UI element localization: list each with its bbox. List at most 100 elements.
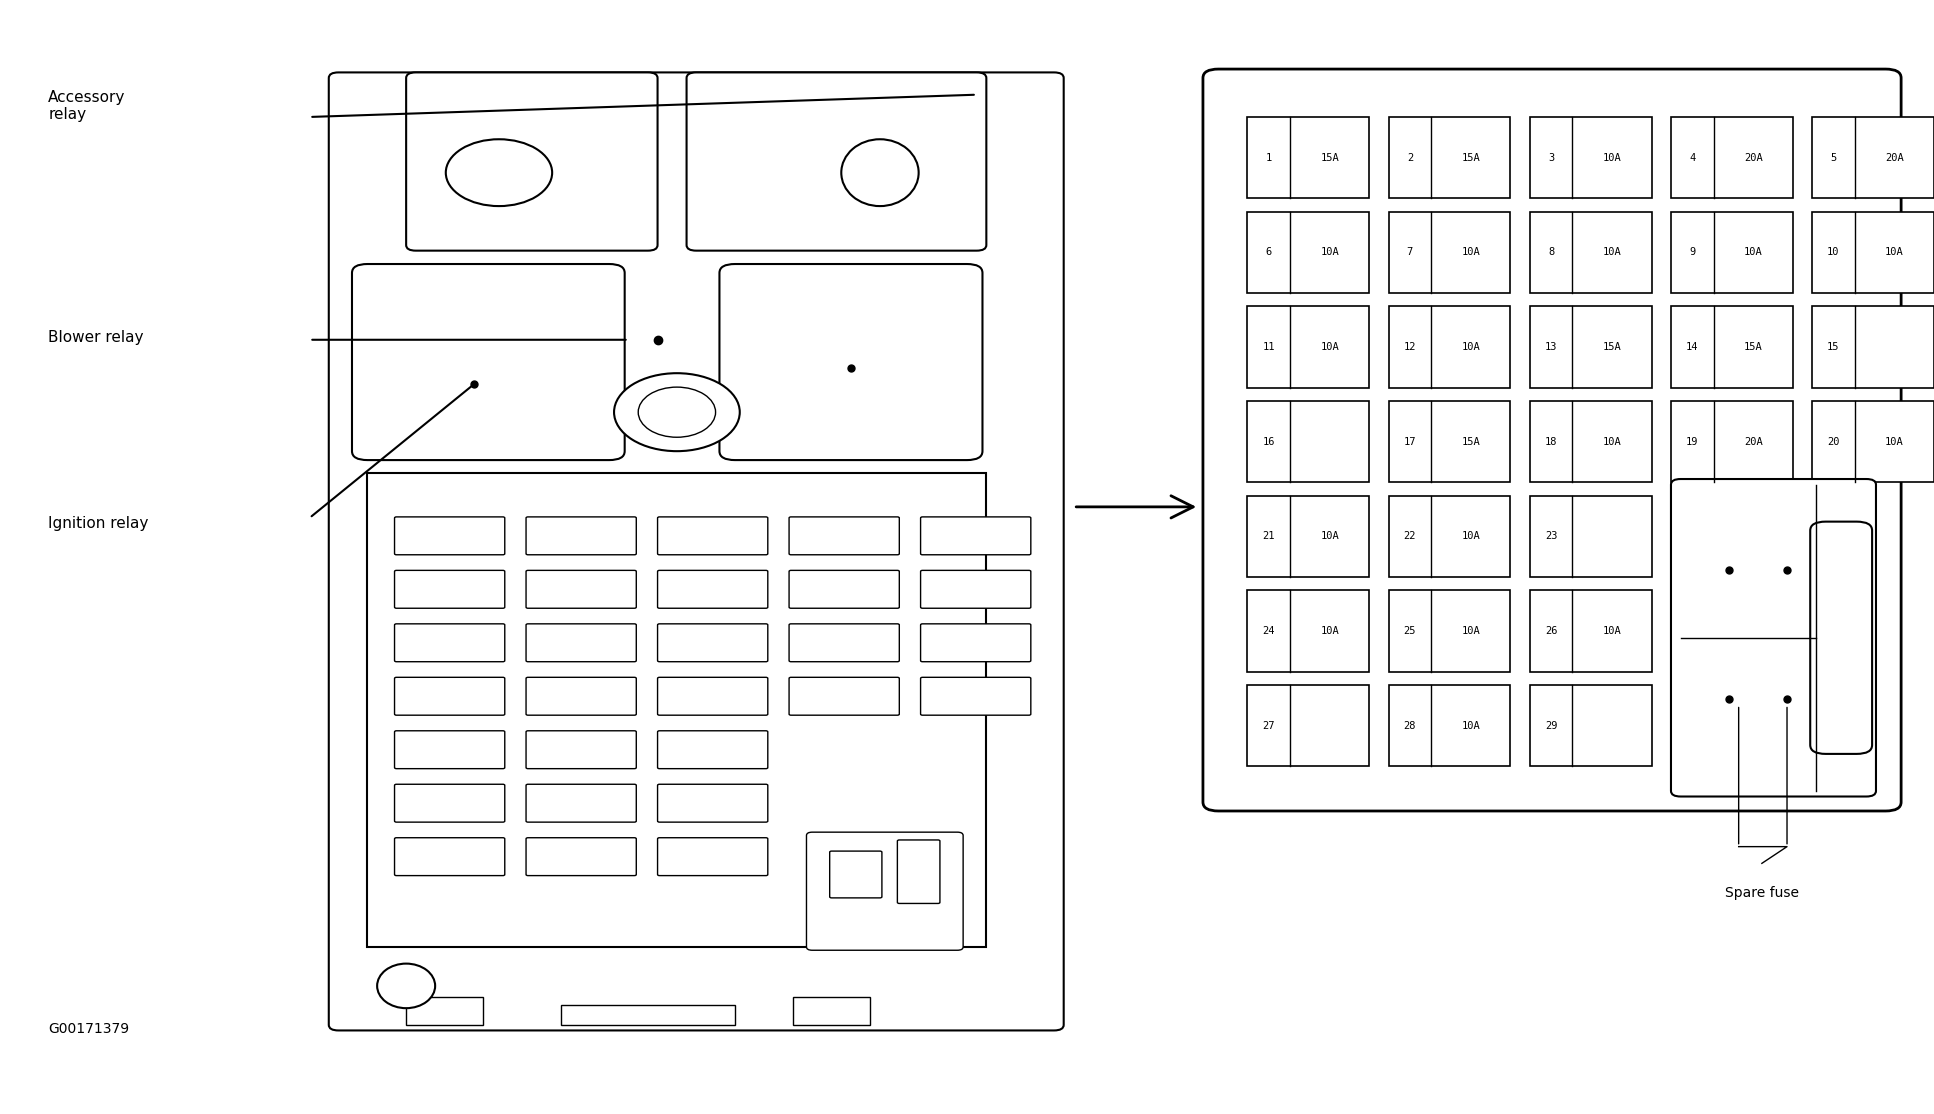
- FancyBboxPatch shape: [1671, 479, 1876, 797]
- Text: 10A: 10A: [1462, 721, 1480, 731]
- Text: 14: 14: [1686, 342, 1698, 352]
- Text: 10A: 10A: [1321, 247, 1338, 257]
- FancyBboxPatch shape: [526, 677, 636, 715]
- FancyBboxPatch shape: [1247, 496, 1369, 577]
- FancyBboxPatch shape: [1389, 306, 1510, 388]
- FancyBboxPatch shape: [1530, 496, 1652, 577]
- FancyBboxPatch shape: [526, 570, 636, 608]
- FancyBboxPatch shape: [658, 624, 768, 662]
- FancyBboxPatch shape: [1389, 401, 1510, 482]
- Text: 10A: 10A: [1886, 247, 1903, 257]
- Text: 10A: 10A: [1603, 437, 1621, 447]
- FancyBboxPatch shape: [1247, 685, 1369, 766]
- Bar: [793, 997, 870, 1025]
- Text: 16: 16: [1263, 437, 1275, 447]
- FancyBboxPatch shape: [1530, 117, 1652, 198]
- FancyBboxPatch shape: [395, 517, 505, 555]
- FancyBboxPatch shape: [1247, 401, 1369, 482]
- FancyBboxPatch shape: [1203, 69, 1901, 811]
- FancyBboxPatch shape: [830, 851, 882, 898]
- Text: 3: 3: [1547, 153, 1555, 163]
- FancyBboxPatch shape: [687, 72, 986, 251]
- FancyBboxPatch shape: [1671, 117, 1793, 198]
- FancyBboxPatch shape: [719, 264, 982, 460]
- FancyBboxPatch shape: [526, 784, 636, 822]
- FancyBboxPatch shape: [1530, 685, 1652, 766]
- FancyBboxPatch shape: [1389, 496, 1510, 577]
- FancyBboxPatch shape: [1530, 212, 1652, 293]
- FancyBboxPatch shape: [1812, 306, 1934, 388]
- Text: 10A: 10A: [1603, 626, 1621, 636]
- FancyBboxPatch shape: [921, 517, 1031, 555]
- Text: 10A: 10A: [1321, 531, 1338, 541]
- FancyBboxPatch shape: [1247, 306, 1369, 388]
- FancyBboxPatch shape: [1530, 401, 1652, 482]
- Text: 20A: 20A: [1744, 437, 1762, 447]
- Text: 10A: 10A: [1462, 626, 1480, 636]
- FancyBboxPatch shape: [921, 677, 1031, 715]
- Text: 25: 25: [1404, 626, 1416, 636]
- FancyBboxPatch shape: [921, 570, 1031, 608]
- FancyBboxPatch shape: [526, 517, 636, 555]
- Bar: [561, 1005, 735, 1025]
- Text: 20A: 20A: [1744, 153, 1762, 163]
- FancyBboxPatch shape: [395, 784, 505, 822]
- Text: 29: 29: [1545, 721, 1557, 731]
- Text: 12: 12: [1404, 342, 1416, 352]
- FancyBboxPatch shape: [406, 72, 658, 251]
- FancyBboxPatch shape: [395, 624, 505, 662]
- FancyBboxPatch shape: [1671, 306, 1793, 388]
- Bar: [367, 473, 986, 947]
- Text: 10A: 10A: [1603, 153, 1621, 163]
- FancyBboxPatch shape: [658, 731, 768, 769]
- Text: 24: 24: [1263, 626, 1275, 636]
- Text: 10: 10: [1828, 247, 1839, 257]
- Text: 8: 8: [1547, 247, 1555, 257]
- FancyBboxPatch shape: [658, 570, 768, 608]
- FancyBboxPatch shape: [897, 840, 940, 903]
- FancyBboxPatch shape: [789, 677, 899, 715]
- FancyBboxPatch shape: [352, 264, 625, 460]
- Text: 10A: 10A: [1462, 247, 1480, 257]
- FancyBboxPatch shape: [789, 517, 899, 555]
- Text: 20A: 20A: [1886, 153, 1903, 163]
- FancyBboxPatch shape: [526, 624, 636, 662]
- FancyBboxPatch shape: [329, 72, 1064, 1030]
- FancyBboxPatch shape: [658, 838, 768, 876]
- FancyBboxPatch shape: [1810, 521, 1872, 754]
- Text: 10A: 10A: [1321, 342, 1338, 352]
- Text: Ignition relay: Ignition relay: [48, 516, 149, 531]
- Text: 10A: 10A: [1321, 626, 1338, 636]
- Text: 2: 2: [1406, 153, 1414, 163]
- Text: Accessory
relay: Accessory relay: [48, 89, 126, 123]
- Text: 20: 20: [1828, 437, 1839, 447]
- FancyBboxPatch shape: [1530, 590, 1652, 672]
- Text: 5: 5: [1830, 153, 1837, 163]
- Text: 7: 7: [1406, 247, 1414, 257]
- Text: 28: 28: [1404, 721, 1416, 731]
- FancyBboxPatch shape: [1389, 212, 1510, 293]
- Ellipse shape: [613, 373, 739, 451]
- Text: 21: 21: [1263, 531, 1275, 541]
- FancyBboxPatch shape: [921, 624, 1031, 662]
- FancyBboxPatch shape: [526, 731, 636, 769]
- Ellipse shape: [638, 388, 716, 438]
- FancyBboxPatch shape: [1812, 117, 1934, 198]
- Text: 10A: 10A: [1744, 247, 1762, 257]
- FancyBboxPatch shape: [395, 677, 505, 715]
- Text: 1: 1: [1265, 153, 1273, 163]
- FancyBboxPatch shape: [1247, 212, 1369, 293]
- Text: 11: 11: [1263, 342, 1275, 352]
- Text: Spare fuse: Spare fuse: [1725, 886, 1799, 900]
- FancyBboxPatch shape: [1812, 212, 1934, 293]
- FancyBboxPatch shape: [658, 677, 768, 715]
- FancyBboxPatch shape: [395, 731, 505, 769]
- FancyBboxPatch shape: [1389, 685, 1510, 766]
- FancyBboxPatch shape: [806, 832, 963, 950]
- Text: 15A: 15A: [1462, 437, 1480, 447]
- FancyBboxPatch shape: [1671, 401, 1793, 482]
- Text: 13: 13: [1545, 342, 1557, 352]
- FancyBboxPatch shape: [1671, 212, 1793, 293]
- Text: 15: 15: [1828, 342, 1839, 352]
- Text: 15A: 15A: [1744, 342, 1762, 352]
